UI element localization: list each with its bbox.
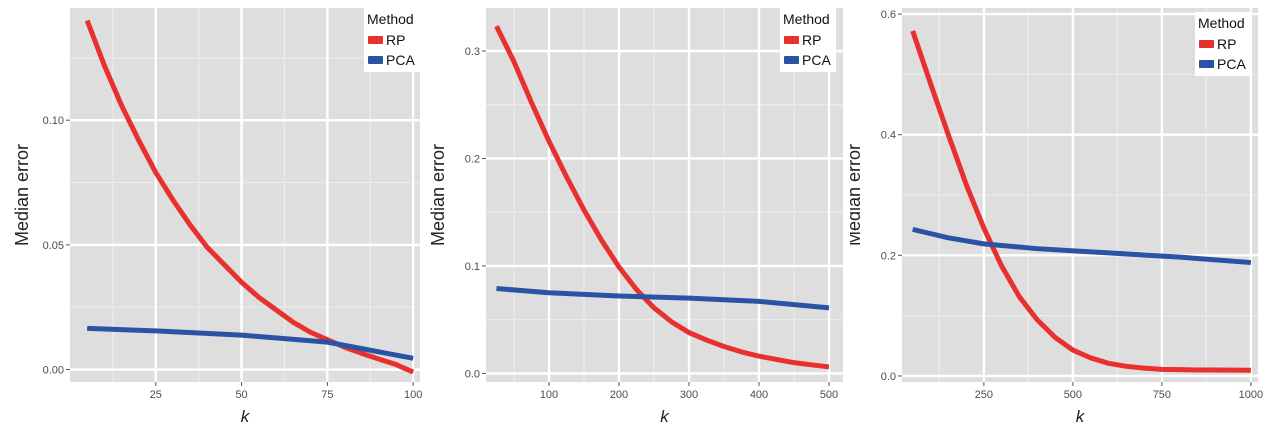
legend-label-rp: RP <box>386 32 405 48</box>
y-tick-label: 0.0 <box>465 368 480 380</box>
chart-panel-1: 25 50 75 100 0.00 0.05 0.10 k Median error Method… <box>12 8 422 426</box>
x-tick-label: 250 <box>975 389 993 401</box>
plot-background <box>70 8 420 382</box>
series-line-rp <box>84 19 415 375</box>
x-axis-title: k <box>1076 407 1086 426</box>
x-tick-label: 500 <box>1064 389 1082 401</box>
legend-label-pca: PCA <box>386 52 415 68</box>
x-tick-label: 400 <box>750 389 768 401</box>
legend: Method RP PCA <box>780 8 836 72</box>
y-axis-title: Median error <box>850 144 864 246</box>
x-tick-label: 75 <box>321 389 333 401</box>
y-tick-label: 0.10 <box>43 115 64 127</box>
y-axis-title: Median error <box>428 144 448 246</box>
x-tick-label: 100 <box>404 389 422 401</box>
y-tick-label: 0.3 <box>465 46 480 58</box>
y-tick-label: 0.2 <box>465 153 480 165</box>
legend: Method RP PCA <box>1195 12 1251 76</box>
x-tick-label: 100 <box>540 389 558 401</box>
series-line-pca <box>87 325 414 361</box>
y-tick-label: 0.1 <box>465 261 480 273</box>
series-line-rp <box>910 30 1251 373</box>
legend-key-rp <box>784 36 799 44</box>
legend-key-rp <box>368 36 383 44</box>
series-line-rp <box>494 25 830 370</box>
legend-key-rp <box>1199 40 1214 48</box>
series-line-pca <box>912 226 1252 266</box>
x-tick-label: 1000 <box>1239 389 1263 401</box>
x-tick-label: 25 <box>150 389 162 401</box>
y-tick-label: 0.2 <box>881 250 896 262</box>
legend-title: Method <box>1198 15 1245 31</box>
legend-title: Method <box>367 11 414 27</box>
legend-label-rp: RP <box>802 32 821 48</box>
y-tick-label: 0.00 <box>43 365 64 377</box>
chart-panel-3: 250 500 750 1000 0.0 0.2 0.4 0.6 k Median error Me… <box>850 8 1263 426</box>
x-tick-label: 300 <box>680 389 698 401</box>
series-line-pca <box>496 286 830 311</box>
legend-key-pca <box>784 56 799 64</box>
legend-label-rp: RP <box>1217 36 1236 52</box>
x-tick-label: 200 <box>610 389 628 401</box>
x-axis-title: k <box>241 407 251 426</box>
x-tick-label: 50 <box>235 389 247 401</box>
y-axis-title: Median error <box>12 144 32 246</box>
legend-key-pca <box>1199 60 1214 68</box>
y-tick-label: 0.05 <box>43 240 64 252</box>
chart-panel-2: 100 200 300 400 500 0.0 0.1 0.2 0.3 k Median error… <box>428 8 843 426</box>
x-tick-label: 500 <box>820 389 838 401</box>
legend: Method RP PCA <box>364 8 420 72</box>
x-tick-label: 750 <box>1153 389 1171 401</box>
legend-label-pca: PCA <box>802 52 831 68</box>
x-axis-title: k <box>660 407 670 426</box>
legend-label-pca: PCA <box>1217 56 1246 72</box>
y-tick-label: 0.4 <box>881 130 896 142</box>
legend-title: Method <box>783 11 830 27</box>
legend-key-pca <box>368 56 383 64</box>
y-tick-label: 0.0 <box>881 371 896 383</box>
y-tick-label: 0.6 <box>881 9 896 21</box>
